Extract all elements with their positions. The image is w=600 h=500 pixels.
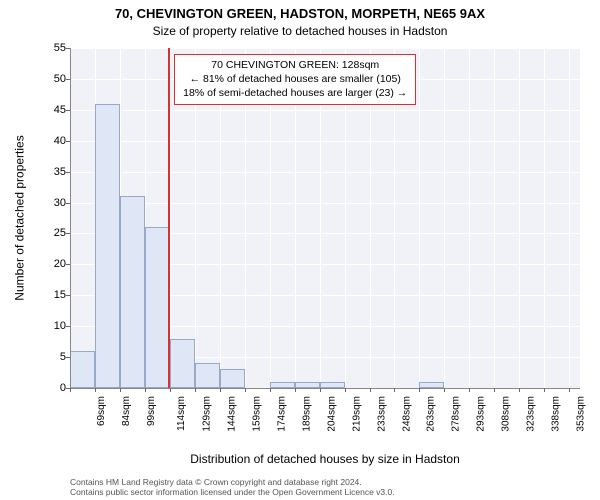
grid-line-h bbox=[70, 141, 580, 142]
x-tick-label: 69sqm bbox=[96, 396, 107, 426]
y-tick-label: 40 bbox=[36, 135, 66, 147]
x-tick-label: 248sqm bbox=[401, 396, 412, 432]
x-tick-label: 293sqm bbox=[476, 396, 487, 432]
grid-line-v bbox=[469, 48, 470, 388]
x-tick-label: 189sqm bbox=[301, 396, 312, 432]
y-tick-mark bbox=[66, 110, 70, 111]
y-tick-label: 35 bbox=[36, 166, 66, 178]
grid-line-v bbox=[444, 48, 445, 388]
x-tick-mark bbox=[320, 388, 321, 392]
grid-line-v bbox=[519, 48, 520, 388]
x-tick-label: 99sqm bbox=[146, 396, 157, 426]
x-tick-mark bbox=[419, 388, 420, 392]
reference-line bbox=[168, 48, 170, 388]
x-tick-mark bbox=[220, 388, 221, 392]
y-tick-mark bbox=[66, 233, 70, 234]
grid-line-v bbox=[419, 48, 420, 388]
grid-line-h bbox=[70, 48, 580, 49]
info-box-line: 70 CHEVINGTON GREEN: 128sqm bbox=[183, 58, 407, 72]
x-tick-mark bbox=[295, 388, 296, 392]
x-tick-label: 129sqm bbox=[201, 396, 212, 432]
x-tick-label: 219sqm bbox=[351, 396, 362, 432]
histogram-bar bbox=[145, 227, 170, 388]
x-tick-mark bbox=[370, 388, 371, 392]
histogram-bar bbox=[170, 339, 195, 388]
info-box-line: ← 81% of detached houses are smaller (10… bbox=[183, 72, 407, 86]
x-tick-label: 263sqm bbox=[426, 396, 437, 432]
x-tick-label: 353sqm bbox=[576, 396, 587, 432]
grid-line-h bbox=[70, 172, 580, 173]
x-tick-mark bbox=[95, 388, 96, 392]
y-tick-mark bbox=[66, 203, 70, 204]
x-tick-mark bbox=[245, 388, 246, 392]
x-tick-mark bbox=[394, 388, 395, 392]
x-axis-line bbox=[70, 388, 580, 389]
y-tick-label: 55 bbox=[36, 42, 66, 54]
x-tick-mark bbox=[444, 388, 445, 392]
x-tick-label: 338sqm bbox=[551, 396, 562, 432]
y-axis-label: Number of detached properties bbox=[12, 48, 28, 388]
y-tick-label: 20 bbox=[36, 258, 66, 270]
x-tick-mark bbox=[195, 388, 196, 392]
x-tick-label: 144sqm bbox=[226, 396, 237, 432]
x-tick-label: 204sqm bbox=[326, 396, 337, 432]
y-tick-mark bbox=[66, 48, 70, 49]
y-tick-mark bbox=[66, 326, 70, 327]
x-tick-label: 84sqm bbox=[121, 396, 132, 426]
y-tick-mark bbox=[66, 79, 70, 80]
y-tick-mark bbox=[66, 295, 70, 296]
grid-line-v bbox=[544, 48, 545, 388]
x-tick-mark bbox=[569, 388, 570, 392]
x-tick-mark bbox=[70, 388, 71, 392]
x-tick-label: 308sqm bbox=[501, 396, 512, 432]
x-tick-label: 323sqm bbox=[526, 396, 537, 432]
histogram-bar bbox=[70, 351, 95, 388]
x-tick-label: 233sqm bbox=[376, 396, 387, 432]
x-tick-mark bbox=[120, 388, 121, 392]
y-tick-label: 30 bbox=[36, 197, 66, 209]
x-tick-mark bbox=[145, 388, 146, 392]
x-tick-mark bbox=[345, 388, 346, 392]
grid-line-v bbox=[569, 48, 570, 388]
y-tick-label: 0 bbox=[36, 382, 66, 394]
histogram-bar bbox=[95, 104, 120, 388]
y-tick-mark bbox=[66, 357, 70, 358]
grid-line-h bbox=[70, 110, 580, 111]
y-tick-mark bbox=[66, 264, 70, 265]
x-tick-label: 159sqm bbox=[251, 396, 262, 432]
attribution-text: Contains HM Land Registry data © Crown c… bbox=[70, 477, 395, 497]
y-tick-label: 45 bbox=[36, 104, 66, 116]
chart-title-sub: Size of property relative to detached ho… bbox=[0, 24, 600, 38]
info-box-line: 18% of semi-detached houses are larger (… bbox=[183, 86, 407, 100]
chart-title-main: 70, CHEVINGTON GREEN, HADSTON, MORPETH, … bbox=[0, 6, 600, 21]
y-tick-label: 10 bbox=[36, 320, 66, 332]
grid-line-v bbox=[494, 48, 495, 388]
x-tick-mark bbox=[519, 388, 520, 392]
x-tick-label: 114sqm bbox=[176, 396, 187, 431]
x-tick-label: 174sqm bbox=[276, 396, 287, 432]
y-tick-mark bbox=[66, 172, 70, 173]
info-box: 70 CHEVINGTON GREEN: 128sqm← 81% of deta… bbox=[174, 54, 416, 105]
y-tick-label: 50 bbox=[36, 73, 66, 85]
y-axis-line bbox=[70, 48, 71, 388]
x-tick-mark bbox=[170, 388, 171, 392]
y-tick-label: 15 bbox=[36, 289, 66, 301]
histogram-bar bbox=[220, 369, 245, 388]
grid-line-h bbox=[70, 203, 580, 204]
chart-container: 70, CHEVINGTON GREEN, HADSTON, MORPETH, … bbox=[0, 0, 600, 500]
x-tick-mark bbox=[544, 388, 545, 392]
x-axis-label: Distribution of detached houses by size … bbox=[70, 452, 580, 466]
x-tick-mark bbox=[469, 388, 470, 392]
x-tick-label: 278sqm bbox=[451, 396, 462, 432]
x-tick-mark bbox=[494, 388, 495, 392]
x-tick-mark bbox=[270, 388, 271, 392]
histogram-bar bbox=[120, 196, 145, 388]
y-tick-label: 25 bbox=[36, 227, 66, 239]
histogram-bar bbox=[195, 363, 220, 388]
y-tick-mark bbox=[66, 141, 70, 142]
y-tick-label: 5 bbox=[36, 351, 66, 363]
